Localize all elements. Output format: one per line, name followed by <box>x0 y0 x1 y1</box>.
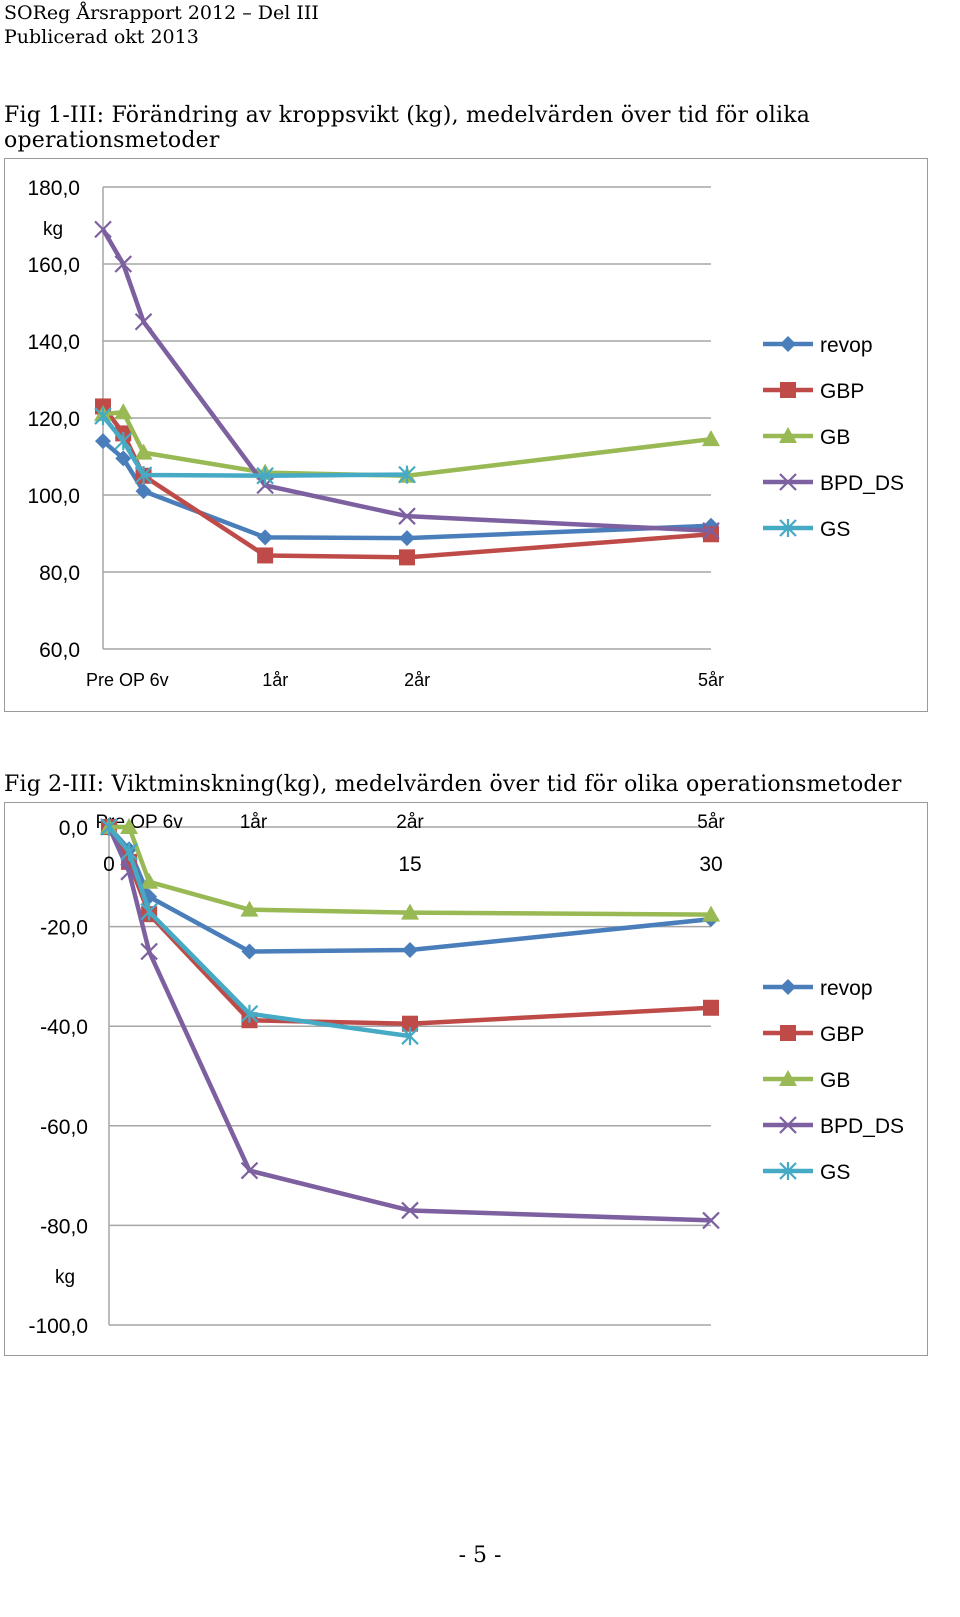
data-point-gb <box>120 818 139 834</box>
legend-label-gs: GS <box>820 518 850 541</box>
x-tick-label: 2år <box>404 670 430 690</box>
data-point-gbp <box>399 549 415 566</box>
y-tick-label: 0,0 <box>59 817 88 840</box>
data-point-gb <box>702 430 720 447</box>
y-tick-label: 60,0 <box>39 639 80 662</box>
data-point-bpd_ds <box>94 220 112 239</box>
legend-label-bpd_ds: BPD_DS <box>820 1115 904 1138</box>
legend-marker-gb <box>779 1070 797 1086</box>
series-line-revop <box>107 825 712 954</box>
series-line-revop <box>101 439 712 541</box>
legend-label-gs: GS <box>820 1161 850 1184</box>
data-point-gbp <box>703 999 719 1016</box>
data-point-bpd_ds <box>240 1161 259 1180</box>
data-point-revop <box>135 483 152 500</box>
x-tick-label: 1år <box>262 670 288 690</box>
data-point-gs <box>398 465 416 484</box>
y-tick-label: -80,0 <box>40 1215 88 1238</box>
y-tick-label: 100,0 <box>27 485 80 508</box>
data-point-revop <box>95 433 111 450</box>
y-tick-label: 80,0 <box>39 562 80 585</box>
y-axis-label: kg <box>43 219 63 240</box>
data-point-gs <box>134 465 153 484</box>
data-point-gb <box>702 905 720 922</box>
data-point-bpd_ds <box>398 507 416 525</box>
data-point-gbp <box>257 547 274 564</box>
legend-marker-bpd_ds <box>779 473 797 491</box>
legend-label-gb: GB <box>820 1069 850 1092</box>
data-point-bpd_ds <box>114 255 133 273</box>
y-tick-label: 120,0 <box>27 408 80 431</box>
legend-label-bpd_ds: BPD_DS <box>820 472 904 495</box>
y-tick-label: -60,0 <box>40 1116 88 1139</box>
legend-marker-gbp <box>780 382 796 398</box>
legend-marker-revop <box>780 336 796 352</box>
series-line-bpd_ds <box>101 228 712 534</box>
report-title: SOReg Årsrapport 2012 – Del III <box>4 2 319 24</box>
series-line-bpd_ds <box>106 826 712 1223</box>
legend-marker-gs <box>779 1162 797 1180</box>
data-point-gb <box>140 872 159 889</box>
data-point-gb <box>114 403 133 420</box>
y-tick-label: 160,0 <box>27 254 80 277</box>
publication-date: Publicerad okt 2013 <box>4 26 199 48</box>
y-tick-label: 180,0 <box>27 177 80 200</box>
data-point-gs <box>240 1004 259 1023</box>
x-tick-label: 2år <box>396 812 424 833</box>
data-point-revop <box>402 942 418 959</box>
data-point-bpd_ds <box>134 312 153 331</box>
data-point-revop <box>399 530 415 547</box>
page-number: - 5 - <box>458 1543 502 1568</box>
data-point-gbp <box>402 1015 418 1032</box>
series-line-gs <box>107 825 411 1039</box>
data-point-gs <box>94 407 112 426</box>
legend-label-revop: revop <box>820 334 873 357</box>
data-point-gs <box>100 818 118 836</box>
legend-label-revop: revop <box>820 977 873 1000</box>
y-tick-label: -20,0 <box>40 917 88 940</box>
legend-label-gb: GB <box>820 426 850 449</box>
x-tick-label: 1år <box>240 812 268 833</box>
y-tick-label: -100,0 <box>28 1315 88 1338</box>
data-point-gb <box>401 903 419 920</box>
data-point-gb <box>240 900 259 917</box>
legend-marker-bpd_ds <box>779 1116 797 1134</box>
data-point-gs <box>120 842 138 861</box>
y-tick-label: 140,0 <box>27 331 80 354</box>
legend-label-gbp: GBP <box>820 380 864 403</box>
data-point-revop <box>241 943 258 960</box>
data-point-gs <box>401 1027 419 1046</box>
figure-1-chart: 60,0 80,0 100,0 120,0 140,0 160,0 180,0 kg Pre O… <box>4 158 928 712</box>
figure-1-plot: 60,0 80,0 100,0 120,0 140,0 160,0 180,0 kg Pre O… <box>27 177 904 690</box>
series-line-gs <box>101 414 408 478</box>
legend-marker-revop <box>780 979 796 995</box>
x-tick-label: 5år <box>697 812 725 833</box>
data-point-gb <box>134 443 153 460</box>
data-point-bpd_ds <box>702 522 720 540</box>
data-point-bpd_ds <box>702 1211 720 1230</box>
data-point-bpd_ds <box>401 1201 419 1220</box>
data-point-bpd_ds <box>140 942 158 961</box>
y-tick-label: -40,0 <box>40 1016 88 1039</box>
x-tick-number: 0 <box>103 853 115 876</box>
legend-marker-gs <box>779 519 797 537</box>
data-point-revop <box>115 450 132 467</box>
data-point-gs <box>140 902 158 921</box>
data-point-revop <box>257 529 274 546</box>
legend-marker-gb <box>779 427 797 443</box>
figure-2-title: Fig 2-III: Viktminskning(kg), medelvärde… <box>4 772 902 797</box>
x-tick-number: 30 <box>699 853 722 876</box>
x-tick-label: Pre OP 6v <box>86 670 169 690</box>
data-point-gs <box>114 432 133 451</box>
legend-marker-gbp <box>780 1025 796 1041</box>
x-tick-number: 15 <box>398 853 421 876</box>
figure-1-title: Fig 1-III: Förändring av kroppsvikt (kg)… <box>4 103 811 153</box>
y-axis-label: kg <box>55 1267 75 1288</box>
x-tick-label: 5år <box>698 670 724 690</box>
figure-2-chart: -100,0 -80,0 -60,0 -40,0 -20,0 0,0 kg Pre OP 6v… <box>4 802 928 1356</box>
data-point-gs <box>256 466 274 485</box>
legend-label-gbp: GBP <box>820 1023 864 1046</box>
